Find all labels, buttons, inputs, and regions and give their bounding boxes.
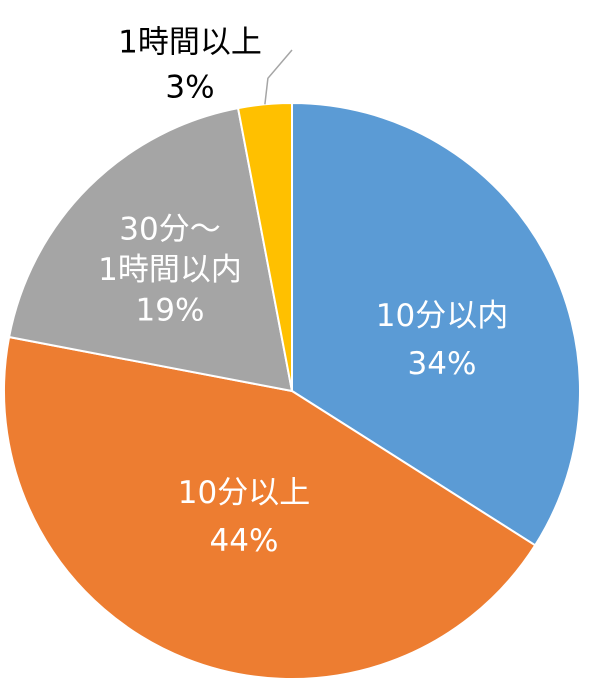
pie-label-percent: 19% [136,292,205,328]
pie-label-3: 30分～ 1時間以内 19% [98,211,242,328]
pie-label-4: 1時間以上 3% [118,24,262,105]
pie-label-percent: 34% [408,345,477,381]
pie-label-category: 1時間以内 [98,252,242,288]
leader-lines [264,49,293,105]
pie-label-category: 1時間以上 [118,24,262,60]
pie-slice-1 [291,101,581,547]
pie-label-percent: 3% [165,69,214,105]
pie-slice-2 [3,335,537,680]
leader-line [264,49,293,105]
pie-label-category: 10分以内 [376,298,508,334]
pie-slices [3,101,581,680]
pie-label-2: 10分以上 44% [178,475,310,559]
pie-label-category: 30分～ [119,211,220,247]
pie-label-percent: 44% [210,522,279,558]
pie-label-category: 10分以上 [178,475,310,511]
pie-slice-3 [7,106,294,393]
pie-labels: 10分以内 34% 10分以上 44% 30分～ 1時間以内 19% 1時間以上 3% [98,24,508,558]
pie-label-1: 10分以内 34% [376,298,508,382]
